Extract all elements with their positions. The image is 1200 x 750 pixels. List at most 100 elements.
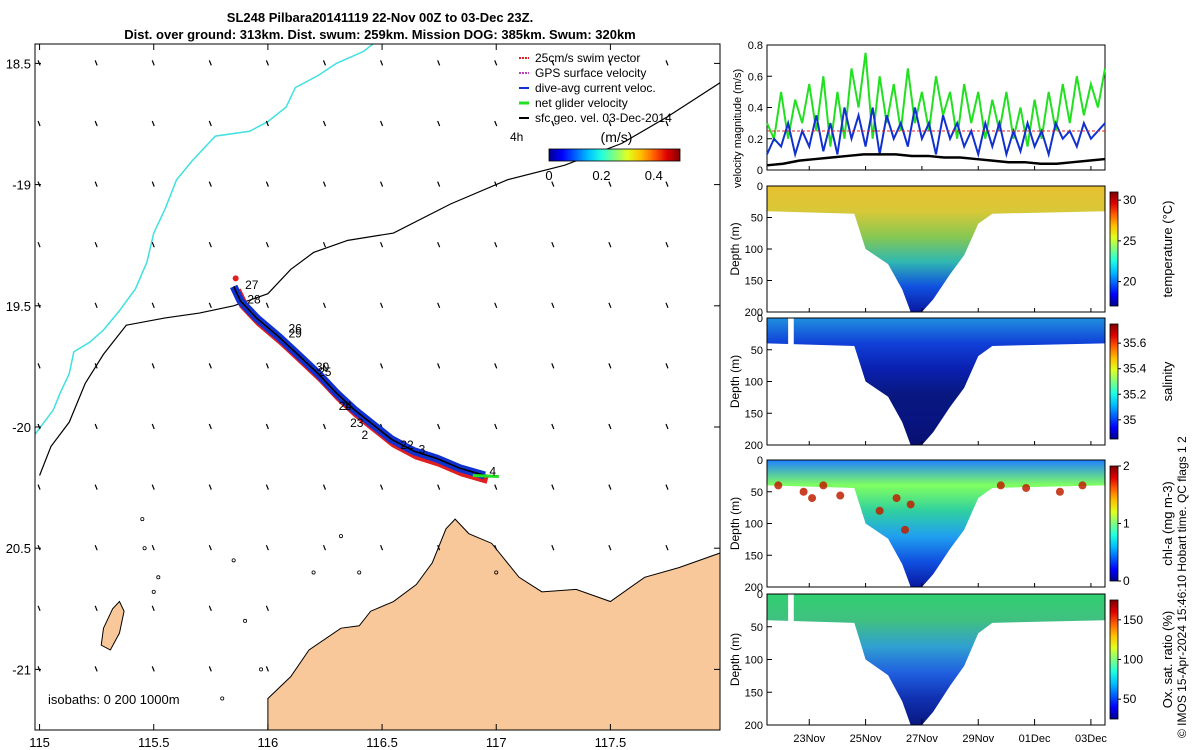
small-island [338, 534, 343, 539]
geo-velocity-arrow [322, 241, 327, 248]
geo-velocity-arrow [94, 484, 98, 490]
chl-max-patch [1055, 487, 1064, 496]
chl-max-patch [892, 494, 901, 503]
colorbar-label: temperature (°C) [1160, 201, 1175, 298]
small-island [140, 517, 145, 522]
panel-colorbar [1109, 191, 1119, 307]
geo-velocity-arrow [437, 363, 441, 369]
geo-velocity-arrow [94, 120, 98, 127]
data-gap [788, 594, 794, 653]
depth-tick-label: 150 [745, 408, 763, 420]
track-day-label: 30 [316, 360, 330, 374]
legend-scale-note: 4h [510, 130, 523, 144]
geo-velocity-arrow [94, 363, 98, 369]
depth-tick-label: 50 [751, 622, 763, 634]
isobaths-label: isobaths: 0 200 1000m [48, 692, 180, 707]
geo-velocity-arrow [380, 60, 384, 66]
geo-velocity-arrow [665, 120, 669, 127]
legend-entry: 25cm/s swim vector [535, 51, 640, 65]
geo-velocity-arrow [494, 544, 498, 551]
geo-velocity-arrow [94, 544, 98, 551]
map-x-tick-label: 116.5 [366, 735, 398, 750]
panel-colorbar [1109, 465, 1119, 582]
panel-colorbar [1109, 599, 1119, 720]
barrow-island [100, 600, 125, 651]
geo-velocity-arrow [265, 423, 269, 430]
geo-velocity-arrow [494, 423, 498, 430]
map-y-tick-label: -20 [12, 420, 31, 435]
depth-tick-label: 200 [745, 440, 763, 452]
geo-velocity-arrow [322, 544, 327, 551]
geo-velocity-arrow [608, 423, 612, 430]
dive-avg-band [230, 284, 486, 480]
geo-velocity-arrow [265, 181, 269, 187]
geo-velocity-arrow [208, 241, 212, 248]
track-start-marker [232, 275, 239, 282]
geo-velocity-arrow [380, 302, 384, 309]
map-x-tick-label: 116 [258, 735, 279, 750]
geo-velocity-arrow [551, 241, 555, 248]
geo-velocity-arrow [265, 120, 269, 127]
geo-velocity-arrow [551, 484, 555, 490]
depth-tick-label: 100 [745, 519, 763, 531]
geo-velocity-arrow [265, 544, 269, 551]
geo-velocity-arrow [665, 302, 669, 309]
geo-velocity-arrow [665, 181, 669, 187]
colorbar-tick-label: 35.6 [1123, 336, 1147, 350]
track-day-label: 26 [288, 321, 302, 335]
geo-velocity-arrow [437, 120, 441, 127]
velocity-y-tick-label: 0 [757, 165, 763, 177]
colorbar-tick-label: 100 [1123, 653, 1143, 667]
chl-max-patch [808, 494, 817, 503]
geo-velocity-arrow [208, 544, 212, 551]
depth-tick-label: 100 [745, 244, 763, 256]
geo-velocity-arrow [151, 544, 155, 551]
geo-velocity-arrow [551, 363, 555, 369]
small-island [259, 667, 264, 672]
depth-tick-label: 0 [757, 313, 763, 325]
date-tick-label: 03Dec [1075, 733, 1107, 745]
small-island [357, 570, 362, 575]
geo-velocity-arrow [151, 60, 155, 66]
legend-entry: sfc geo. vel. 03-Dec-2014 [535, 111, 672, 125]
geo-velocity-arrow [494, 60, 498, 66]
velocity-y-tick-label: 0.8 [748, 40, 763, 52]
isobath-black-line [39, 82, 720, 476]
geo-velocity-arrow [494, 484, 498, 490]
geo-velocity-arrow [151, 302, 155, 309]
depth-tick-label: 100 [745, 377, 763, 389]
geo-velocity-arrow [151, 363, 155, 369]
geo-velocity-arrow [322, 363, 327, 369]
geo-velocity-arrow [608, 120, 612, 127]
geo-velocity-arrow [608, 241, 612, 248]
geo-velocity-arrow [494, 302, 498, 309]
chl-max-patch [774, 481, 783, 490]
geo-velocity-arrow [380, 544, 384, 551]
swim-vector-band [232, 288, 490, 484]
geo-velocity-arrow [94, 60, 98, 66]
geo-velocity-arrow [94, 241, 98, 248]
map-frame [34, 43, 721, 731]
figure-title-line-1: SL248 Pilbara20141119 22-Nov 00Z to 03-D… [226, 10, 534, 25]
geo-velocity-arrow [608, 544, 612, 551]
chl-max-patch [996, 481, 1005, 490]
small-island [220, 696, 225, 701]
geo-velocity-arrow [551, 120, 555, 127]
colorbar-label: salinity [1160, 361, 1175, 401]
geo-velocity-arrow [37, 120, 41, 127]
geo-velocity-arrow [322, 423, 327, 430]
geo-velocity-arrow [208, 302, 212, 309]
map-x-tick-label: 115 [29, 735, 50, 750]
chl-max-patch [906, 500, 915, 509]
colorbar-tick-label: 25 [1123, 234, 1137, 248]
small-island [156, 575, 161, 580]
colorbar-tick-label: 35 [1123, 413, 1137, 427]
geo-velocity-arrow [322, 484, 327, 490]
chl-max-patch [1022, 483, 1031, 492]
track-day-label: 28 [247, 292, 261, 306]
geo-velocity-arrow [265, 666, 269, 672]
colorbar-tick-label: 35.2 [1123, 387, 1147, 401]
geo-velocity-arrow [322, 120, 327, 127]
